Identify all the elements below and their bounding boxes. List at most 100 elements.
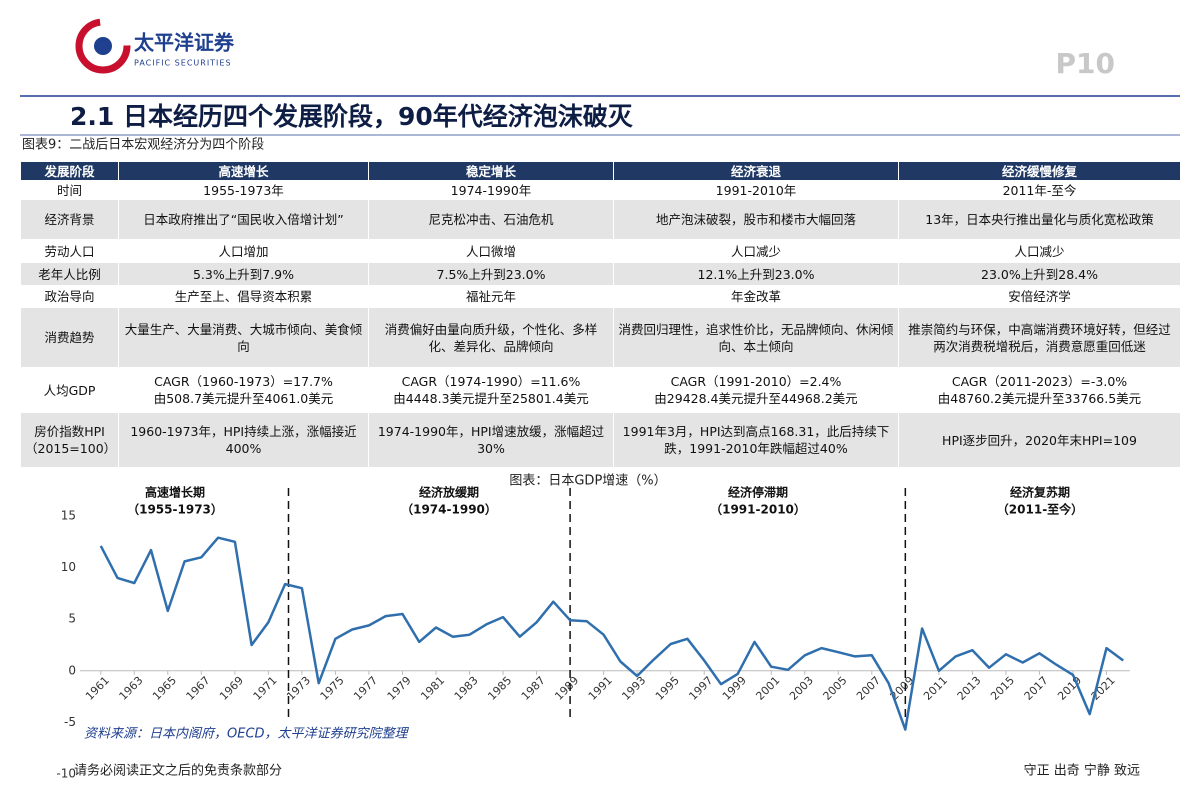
x-tick-label: 1987	[519, 674, 548, 703]
table-cell: 日本政府推出了“国民收入倍增计划”	[118, 199, 369, 240]
table-cell: 2011年-至今	[898, 180, 1181, 200]
header-cell: 经济衰退	[613, 161, 899, 181]
table-cell: 消费偏好由量向质升级，个性化、多样化、差异化、品牌倾向	[368, 307, 614, 368]
x-tick-label: 1997	[686, 674, 715, 703]
table-cell: CAGR（1960-1973）=17.7% 由508.7美元提升至4061.0美…	[118, 367, 369, 413]
table-cell: 人口减少	[898, 239, 1181, 263]
header-cell: 经济缓慢修复	[898, 161, 1181, 181]
y-tick-label: -10	[56, 767, 76, 781]
x-tick-label: 1991	[586, 674, 615, 703]
row-label: 消费趋势	[20, 307, 119, 368]
table-cell: 生产至上、倡导资本积累	[118, 285, 369, 308]
logo-en: PACIFIC SECURITIES	[134, 59, 232, 68]
table-cell: 12.1%上升到23.0%	[613, 262, 899, 286]
x-tick-label: 1985	[485, 674, 514, 703]
table-cell: 消费回归理性，追求性价比，无品牌倾向、休闲倾向、本土倾向	[613, 307, 899, 368]
row-label: 房价指数HPI （2015=100）	[20, 412, 119, 468]
x-tick-label: 1961	[83, 674, 112, 703]
row-label: 劳动人口	[20, 239, 119, 263]
table-cell: 地产泡沫破裂，股市和楼市大幅回落	[613, 199, 899, 240]
table-cell: 1991年3月，HPI达到高点168.31，此后持续下跌，1991-2010年跌…	[613, 412, 899, 468]
x-tick-label: 1981	[418, 674, 447, 703]
row-label: 政治导向	[20, 285, 119, 308]
x-tick-label: 2007	[854, 674, 883, 703]
table-cell: HPI逐步回升，2020年末HPI=109	[898, 412, 1181, 468]
x-tick-label: 2005	[821, 674, 850, 703]
phase-period: （1991-2010）	[710, 502, 806, 517]
table-caption: 图表9：二战后日本宏观经济分为四个阶段	[22, 138, 264, 153]
x-tick-label: 1967	[184, 674, 213, 703]
page-number: P10	[1056, 47, 1116, 80]
chart-title: 图表：日本GDP增速（%）	[509, 474, 666, 489]
table-cell: 1974-1990年	[368, 180, 614, 200]
table-cell: 1991-2010年	[613, 180, 899, 200]
table-cell: 尼克松冲击、石油危机	[368, 199, 614, 240]
disclaimer: 请务必阅读正文之后的免责条款部分	[74, 763, 282, 779]
header-cell: 高速增长	[118, 161, 369, 181]
table-row: 人均GDP CAGR（1960-1973）=17.7% 由508.7美元提升至40…	[20, 367, 1181, 413]
row-label: 人均GDP	[20, 367, 119, 413]
x-tick-label: 2001	[753, 674, 782, 703]
logo-ring	[75, 18, 131, 74]
table-row: 时间 1955-1973年 1974-1990年 1991-2010年 2011年-至今	[20, 180, 1181, 200]
table-cell: 7.5%上升到23.0%	[368, 262, 614, 286]
x-tick-label: 1999	[720, 674, 749, 703]
y-tick-label: 0	[68, 663, 76, 677]
table-cell: 推崇简约与环保，中高端消费环境好转，但经过两次消费税增税后，消费意愿重回低迷	[898, 307, 1181, 368]
phase-name: 经济停滞期	[728, 485, 788, 500]
table-cell: 人口增加	[118, 239, 369, 263]
logo-dot	[94, 37, 112, 55]
table-row: 政治导向 生产至上、倡导资本积累 福祉元年 年金改革 安倍经济学	[20, 285, 1181, 308]
table-cell: 1974-1990年，HPI增速放缓，涨幅超过30%	[368, 412, 614, 468]
y-tick-label: -5	[64, 715, 76, 729]
table-header-row: 发展阶段 高速增长 稳定增长 经济衰退 经济缓慢修复	[20, 161, 1181, 181]
y-tick-label: 15	[61, 509, 76, 523]
table-row: 老年人比例 5.3%上升到7.9% 7.5%上升到23.0% 12.1%上升到23.0…	[20, 262, 1181, 286]
phase-name: 经济复苏期	[1010, 485, 1070, 500]
table-row: 消费趋势 大量生产、大量消费、大城市倾向、美食倾向 消费偏好由量向质升级，个性化、多…	[20, 307, 1181, 368]
x-tick-label: 1969	[217, 674, 246, 703]
phase-name: 经济放缓期	[419, 485, 479, 500]
table-cell: 23.0%上升到28.4%	[898, 262, 1181, 286]
x-tick-label: 1979	[385, 674, 414, 703]
motto: 守正 出奇 宁静 致远	[1024, 763, 1140, 779]
table-cell: 5.3%上升到7.9%	[118, 262, 369, 286]
row-label: 时间	[20, 180, 119, 200]
x-tick-label: 2013	[955, 674, 984, 703]
x-tick-label: 2003	[787, 674, 816, 703]
x-tick-label: 1971	[251, 674, 280, 703]
table-cell: 福祉元年	[368, 285, 614, 308]
table-cell: 大量生产、大量消费、大城市倾向、美食倾向	[118, 307, 369, 368]
x-tick-label: 1963	[117, 674, 146, 703]
y-tick-label: 5	[68, 612, 76, 626]
x-tick-label: 2015	[988, 674, 1017, 703]
x-tick-label: 1983	[452, 674, 481, 703]
y-tick-label: 10	[61, 560, 76, 574]
table-cell: CAGR（1991-2010）=2.4% 由29428.4美元提升至44968.…	[613, 367, 899, 413]
x-tick-label: 1965	[150, 674, 179, 703]
table-cell: 13年，日本央行推出量化与质化宽松政策	[898, 199, 1181, 240]
x-tick-label: 1993	[619, 674, 648, 703]
table-cell: 安倍经济学	[898, 285, 1181, 308]
phase-period: （1955-1973）	[127, 502, 223, 517]
table-cell: 1955-1973年	[118, 180, 369, 200]
phase-period: （1974-1990）	[401, 502, 497, 517]
table-body: 时间 1955-1973年 1974-1990年 1991-2010年 2011年-至今…	[20, 180, 1181, 468]
table-cell: 人口减少	[613, 239, 899, 263]
logo-cn: 太平洋证券	[134, 31, 235, 55]
source-note: 资料来源：日本内阁府，OECD，太平洋证券研究院整理	[84, 726, 410, 742]
table-cell: CAGR（1974-1990）=11.6% 由4448.3美元提升至25801.…	[368, 367, 614, 413]
x-tick-label: 2011	[921, 674, 950, 703]
table-row: 经济背景 日本政府推出了“国民收入倍增计划” 尼克松冲击、石油危机 地产泡沫破裂，股市…	[20, 199, 1181, 240]
x-tick-label: 1975	[318, 674, 347, 703]
slide-title: 2.1 日本经历四个发展阶段，90年代经济泡沫破灭	[70, 102, 634, 131]
table-cell: 年金改革	[613, 285, 899, 308]
table-row: 房价指数HPI （2015=100） 1960-1973年，HPI持续上涨，涨幅接…	[20, 412, 1181, 468]
logo	[75, 18, 131, 74]
x-tick-label: 1995	[653, 674, 682, 703]
header-cell: 稳定增长	[368, 161, 614, 181]
x-tick-label: 1989	[552, 674, 581, 703]
stage-table: 发展阶段 高速增长 稳定增长 经济衰退 经济缓慢修复 时间 1955-1973年 1974-…	[20, 161, 1181, 468]
